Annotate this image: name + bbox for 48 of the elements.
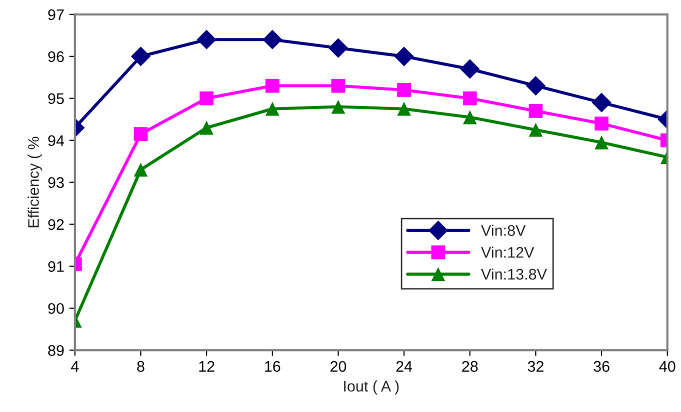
point [130,46,151,66]
point [462,91,477,106]
point [200,120,214,135]
point [331,78,346,93]
point [331,100,346,114]
legend-label: Vin:12V [481,246,534,258]
point [462,110,477,124]
point [528,104,543,118]
point [394,46,414,66]
y-tick-label: 93 [48,177,64,188]
y-tick-label: 94 [48,135,64,146]
x-tick-label: 16 [265,361,280,372]
point [134,162,148,177]
point [200,91,214,106]
y-axis-title: Efficiency ( % [28,136,42,228]
point [134,127,148,141]
y-tick-label: 90 [48,303,64,314]
point [196,30,216,50]
legend-label: Vin:13.8V [481,268,547,280]
point [265,102,280,116]
point [328,38,348,58]
y-tick-label: 95 [48,93,64,104]
y-tick-label: 96 [48,51,64,62]
x-tick-label: 12 [199,361,214,372]
x-tick-label: 36 [594,361,610,372]
y-tick-label: 97 [48,9,64,20]
point [460,59,480,79]
point [397,83,412,97]
point [526,76,546,96]
point [262,30,282,50]
x-tick-label: 40 [659,361,676,372]
x-tick-label: 24 [396,361,412,372]
point [528,122,543,137]
x-tick-label: 8 [137,361,144,372]
x-tick-label: 20 [330,361,346,372]
point [594,135,608,150]
x-axis-title: Iout ( A ) [344,380,399,395]
point [265,78,280,93]
y-tick-label: 92 [48,219,64,230]
y-tick-label: 89 [48,345,64,356]
x-tick-label: 4 [71,361,79,372]
point [594,116,608,130]
point [397,102,412,116]
x-tick-label: 32 [528,361,544,372]
legend-label: Vin:8V [481,224,526,236]
point [592,92,612,112]
x-tick-label: 28 [462,361,478,372]
y-tick-label: 91 [48,261,64,272]
